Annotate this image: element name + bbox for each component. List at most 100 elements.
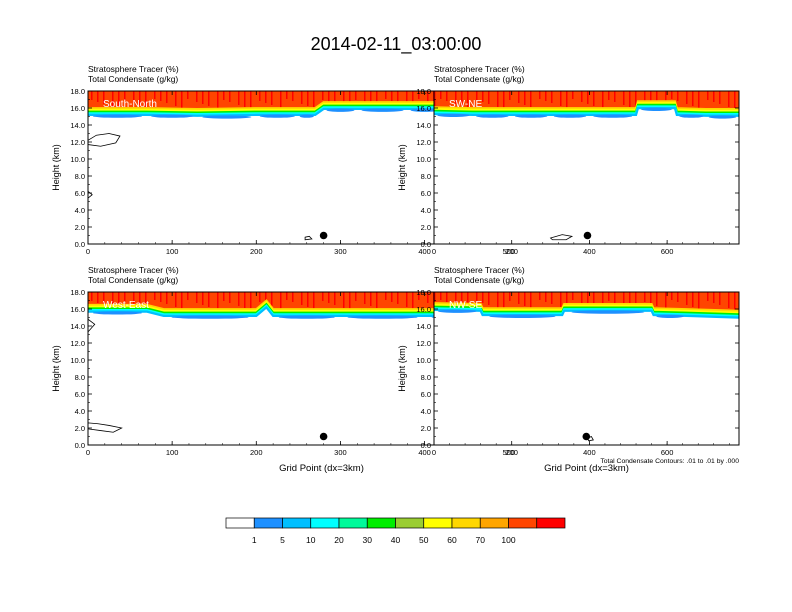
tracer-blob: [361, 108, 404, 112]
tracer-streak: [175, 91, 177, 106]
tracer-streak: [412, 292, 414, 309]
location-marker: [583, 231, 592, 240]
tracer-blob: [656, 314, 684, 318]
y-tick-label: 12.0: [70, 138, 85, 147]
y-tick-label: 16.0: [416, 305, 431, 314]
tracer-streak: [364, 292, 366, 304]
y-tick-label: 6.0: [75, 189, 85, 198]
colorbar: 1 5 10 20 30 40 50 60 70 100: [225, 517, 566, 545]
colorbar-box: [253, 517, 283, 529]
tracer-streak: [476, 292, 478, 301]
colorbar-box: [451, 517, 481, 529]
tracer-blob: [92, 311, 142, 315]
tracer-streak: [145, 91, 147, 107]
tracer-blob: [679, 114, 704, 118]
y-axis-label: Height (km): [51, 144, 61, 191]
tracer-streak: [497, 91, 499, 107]
tracer-streak: [124, 91, 126, 100]
tracer-streak: [566, 292, 568, 309]
tracer-streak: [602, 91, 604, 109]
tracer-streak: [103, 91, 105, 104]
tracer-streak: [343, 292, 345, 308]
y-tick-label: 18.0: [416, 288, 431, 297]
tracer-streak: [397, 292, 399, 304]
tracer-streak: [509, 91, 511, 100]
y-tick-label: 12.0: [416, 339, 431, 348]
tracer-streak: [259, 292, 261, 302]
condensate-contour: [549, 234, 574, 241]
tracer-streak: [118, 292, 120, 310]
tracer-streak: [250, 292, 252, 310]
tracer-streak: [322, 292, 324, 301]
tracer-blob: [476, 114, 509, 118]
figure-title: 2014-02-11_03:00:00: [311, 34, 482, 55]
tracer-streak: [488, 91, 490, 104]
tracer-streak: [166, 292, 168, 304]
tracer-streak: [343, 91, 345, 107]
tracer-streak: [175, 292, 177, 307]
x-tick-label: 100: [166, 448, 179, 457]
y-tick-label: 14.0: [70, 322, 85, 331]
y-tick-label: 12.0: [70, 339, 85, 348]
colorbar-box: [310, 517, 340, 529]
panel-header-condensate: Total Condensate (g/kg): [88, 74, 178, 84]
tracer-streak: [349, 292, 351, 310]
tracer-streak: [154, 292, 156, 300]
condensate-contour: [88, 422, 123, 433]
y-tick-label: 14.0: [70, 121, 85, 130]
tracer-streak: [118, 91, 120, 109]
y-tick-label: 2.0: [421, 223, 431, 232]
y-tick-label: 18.0: [70, 288, 85, 297]
tracer-streak: [187, 292, 189, 300]
tracer-streak: [707, 91, 709, 100]
tracer-streak: [427, 91, 429, 102]
tracer-streak: [530, 91, 532, 107]
tracer-streak: [614, 292, 616, 303]
contour-footnote: Total Condensate Contours: .01 to .01 by…: [600, 458, 739, 465]
tracer-streak: [112, 292, 114, 308]
tracer-blob: [171, 315, 249, 319]
panel-4: Stratosphere Tracer (%)Total Condensate …: [397, 265, 740, 474]
y-tick-label: 16.0: [70, 305, 85, 314]
condensate-contour: [304, 235, 313, 241]
tracer-streak: [355, 292, 357, 301]
tracer-streak: [623, 91, 625, 105]
tracer-streak: [229, 292, 231, 303]
tracer-streak: [280, 292, 282, 309]
tracer-streak: [560, 91, 562, 106]
panel-header-tracer: Stratosphere Tracer (%): [88, 64, 179, 74]
tracer-streak: [650, 292, 652, 304]
tracer-streak: [719, 91, 721, 104]
tracer-streak: [103, 292, 105, 305]
tracer-streak: [196, 292, 198, 303]
tracer-streak: [166, 91, 168, 103]
tracer-streak: [440, 91, 442, 99]
tracer-streak: [397, 91, 399, 103]
tracer-streak: [629, 91, 631, 107]
tracer-streak: [503, 91, 505, 109]
tracer-streak: [181, 91, 183, 108]
tracer-streak: [244, 292, 246, 308]
tracer-blob: [489, 314, 556, 318]
tracer-streak: [728, 292, 730, 308]
colorbar-box: [508, 517, 538, 529]
tracer-blob: [347, 315, 418, 319]
x-tick-label: 200: [505, 247, 518, 256]
x-axis-label: Grid Point (dx=3km): [279, 463, 364, 474]
location-marker: [582, 432, 591, 441]
tracer-streak: [355, 91, 357, 100]
tracer-streak: [455, 91, 457, 104]
tracer-streak: [635, 292, 637, 310]
y-tick-label: 2.0: [75, 223, 85, 232]
tracer-streak: [446, 292, 448, 302]
tracer-streak: [97, 91, 99, 102]
y-tick-label: 10.0: [70, 356, 85, 365]
tracer-streak: [112, 91, 114, 107]
y-tick-label: 18.0: [70, 87, 85, 96]
tracer-blob: [151, 114, 194, 118]
x-tick-label: 600: [661, 448, 674, 457]
tracer-streak: [271, 91, 273, 105]
tracer-streak: [581, 91, 583, 102]
y-tick-label: 10.0: [70, 155, 85, 164]
tracer-streak: [313, 91, 315, 108]
